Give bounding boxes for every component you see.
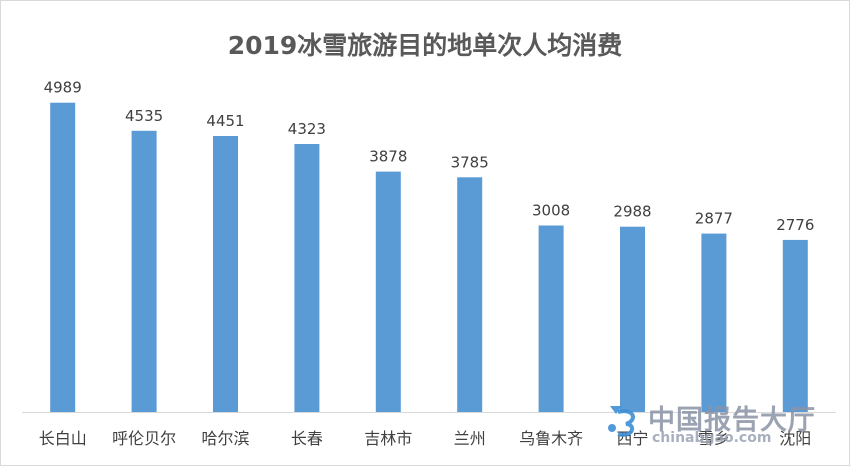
category-label-2: 哈尔滨 (201, 429, 249, 448)
category-label-5: 兰州 (454, 429, 486, 448)
watermark-text: 中国报告大厅 (648, 405, 816, 436)
data-label-3: 4323 (288, 120, 326, 138)
data-label-6: 3008 (532, 202, 570, 220)
data-label-4: 3878 (369, 148, 407, 166)
bar-7 (620, 226, 645, 412)
watermark-url: chinabgao.com (652, 430, 772, 446)
watermark: 中国报告大厅 chinabgao.com (604, 396, 844, 456)
chart-title: 2019冰雪旅游目的地单次人均消费 (227, 31, 623, 60)
bar-5 (457, 177, 483, 412)
category-label-3: 长春 (291, 429, 323, 448)
data-label-8: 2877 (695, 210, 733, 228)
category-label-0: 长白山 (39, 429, 87, 448)
bar-8 (701, 233, 727, 412)
category-label-8: 雪乡 (698, 429, 730, 448)
bar-9 (782, 239, 808, 412)
bar-2 (213, 136, 238, 412)
data-label-5: 3785 (451, 153, 489, 171)
bar-0 (50, 102, 76, 412)
data-label-1: 4535 (125, 107, 163, 125)
category-label-9: 沈阳 (779, 429, 811, 448)
watermark-logo-icon (608, 406, 635, 437)
bar-4 (375, 171, 401, 412)
bar-6 (538, 225, 564, 412)
category-label-1: 呼伦贝尔 (112, 429, 176, 448)
category-label-6: 乌鲁木齐 (519, 429, 583, 448)
bar-1 (131, 130, 157, 413)
bar-3 (294, 144, 320, 412)
data-label-0: 4989 (44, 79, 82, 97)
data-label-7: 2988 (613, 203, 651, 221)
data-label-9: 2776 (776, 216, 814, 234)
data-label-2: 4451 (206, 112, 244, 130)
category-label-4: 吉林市 (364, 429, 412, 448)
